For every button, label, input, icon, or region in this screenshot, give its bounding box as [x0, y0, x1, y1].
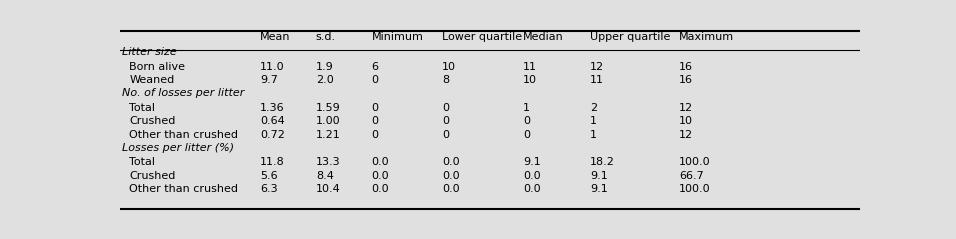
Text: 13.3: 13.3: [315, 158, 340, 168]
Text: 0.0: 0.0: [442, 158, 460, 168]
Text: 10.4: 10.4: [315, 184, 340, 194]
Text: 9.1: 9.1: [590, 184, 608, 194]
Text: 9.7: 9.7: [260, 75, 278, 85]
Text: Crushed: Crushed: [129, 171, 176, 181]
Text: 0: 0: [442, 130, 448, 140]
Text: 1.59: 1.59: [315, 103, 340, 113]
Text: 12: 12: [590, 62, 604, 71]
Text: 1.00: 1.00: [315, 116, 340, 126]
Text: 100.0: 100.0: [679, 158, 710, 168]
Text: 0.0: 0.0: [523, 184, 541, 194]
Text: Total: Total: [129, 103, 155, 113]
Text: 100.0: 100.0: [679, 184, 710, 194]
Text: 12: 12: [679, 103, 693, 113]
Text: 10: 10: [523, 75, 537, 85]
Text: 5.6: 5.6: [260, 171, 278, 181]
Text: Maximum: Maximum: [679, 32, 734, 42]
Text: 0: 0: [523, 130, 531, 140]
Text: Minimum: Minimum: [371, 32, 424, 42]
Text: Crushed: Crushed: [129, 116, 176, 126]
Text: 1: 1: [590, 116, 597, 126]
Text: Median: Median: [523, 32, 564, 42]
Text: No. of losses per litter: No. of losses per litter: [121, 88, 244, 98]
Text: 1.9: 1.9: [315, 62, 334, 71]
Text: 0.0: 0.0: [442, 184, 460, 194]
Text: 1.36: 1.36: [260, 103, 285, 113]
Text: Litter size: Litter size: [121, 47, 177, 57]
Text: 10: 10: [442, 62, 456, 71]
Text: 2.0: 2.0: [315, 75, 334, 85]
Text: 11: 11: [590, 75, 604, 85]
Text: 11.8: 11.8: [260, 158, 285, 168]
Text: 0: 0: [442, 103, 448, 113]
Text: 1.21: 1.21: [315, 130, 340, 140]
Text: 0.0: 0.0: [371, 158, 389, 168]
Text: Weaned: Weaned: [129, 75, 174, 85]
Text: 11: 11: [523, 62, 537, 71]
Text: Upper quartile: Upper quartile: [590, 32, 670, 42]
Text: 0.0: 0.0: [371, 184, 389, 194]
Text: 6: 6: [371, 62, 379, 71]
Text: Total: Total: [129, 158, 155, 168]
Text: Lower quartile: Lower quartile: [442, 32, 522, 42]
Text: 9.1: 9.1: [523, 158, 541, 168]
Text: 0.0: 0.0: [442, 171, 460, 181]
Text: 0: 0: [371, 116, 379, 126]
Text: 11.0: 11.0: [260, 62, 285, 71]
Text: 8.4: 8.4: [315, 171, 334, 181]
Text: Born alive: Born alive: [129, 62, 185, 71]
Text: 0: 0: [371, 130, 379, 140]
Text: 8: 8: [442, 75, 449, 85]
Text: 12: 12: [679, 130, 693, 140]
Text: 0.0: 0.0: [523, 171, 541, 181]
Text: 0: 0: [371, 75, 379, 85]
Text: 16: 16: [679, 62, 693, 71]
Text: Other than crushed: Other than crushed: [129, 184, 238, 194]
Text: 10: 10: [679, 116, 693, 126]
Text: 0.72: 0.72: [260, 130, 285, 140]
Text: 18.2: 18.2: [590, 158, 615, 168]
Text: 1: 1: [523, 103, 531, 113]
Text: 0.0: 0.0: [371, 171, 389, 181]
Text: 1: 1: [590, 130, 597, 140]
Text: Mean: Mean: [260, 32, 291, 42]
Text: 0: 0: [442, 116, 448, 126]
Text: 0: 0: [371, 103, 379, 113]
Text: 16: 16: [679, 75, 693, 85]
Text: Losses per litter (%): Losses per litter (%): [121, 143, 234, 153]
Text: 0: 0: [523, 116, 531, 126]
Text: Other than crushed: Other than crushed: [129, 130, 238, 140]
Text: s.d.: s.d.: [315, 32, 336, 42]
Text: 0.64: 0.64: [260, 116, 285, 126]
Text: 6.3: 6.3: [260, 184, 278, 194]
Text: 2: 2: [590, 103, 598, 113]
Text: 9.1: 9.1: [590, 171, 608, 181]
Text: 66.7: 66.7: [679, 171, 704, 181]
